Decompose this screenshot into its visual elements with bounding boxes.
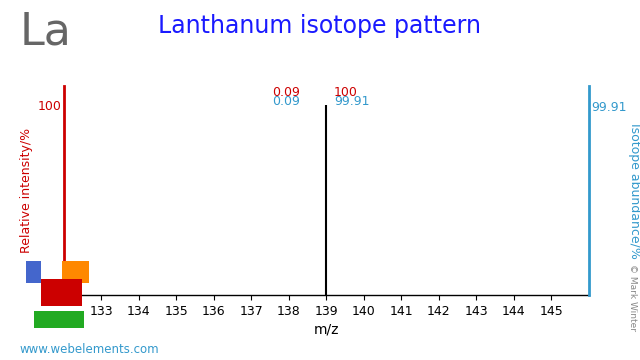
X-axis label: m/z: m/z — [314, 322, 339, 336]
Bar — [40, 279, 82, 306]
Text: 0.09: 0.09 — [272, 86, 300, 99]
Text: 99.91: 99.91 — [334, 95, 369, 108]
Bar — [26, 261, 40, 283]
Text: 0.09: 0.09 — [272, 95, 300, 108]
Text: © Mark Winter: © Mark Winter — [628, 264, 637, 331]
Y-axis label: Relative intensity/%: Relative intensity/% — [20, 128, 33, 253]
Bar — [34, 311, 84, 328]
Text: La: La — [19, 11, 71, 54]
Text: 100: 100 — [334, 86, 358, 99]
Y-axis label: Isotope abundance/%: Isotope abundance/% — [628, 123, 640, 259]
Text: Lanthanum isotope pattern: Lanthanum isotope pattern — [159, 14, 481, 39]
Text: www.webelements.com: www.webelements.com — [19, 343, 159, 356]
Bar — [62, 261, 89, 283]
